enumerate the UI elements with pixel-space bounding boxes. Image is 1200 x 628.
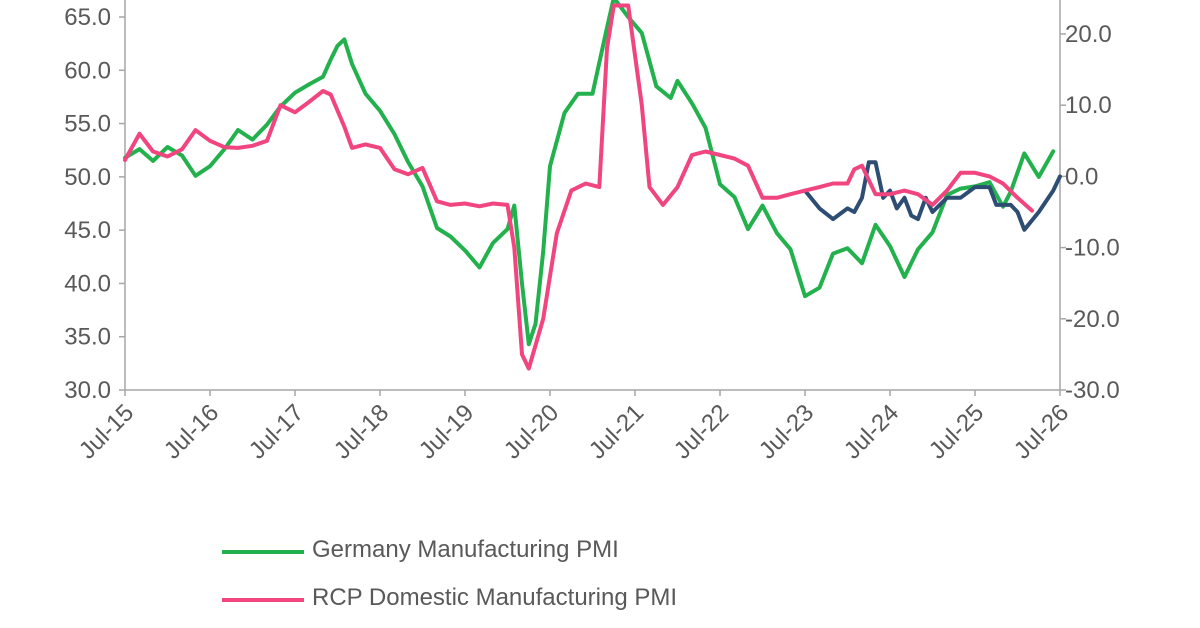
x-tick-label: Jul-24 (839, 399, 904, 464)
right-tick-label: 0.0 (1065, 163, 1098, 190)
x-tick-label: Jul-15 (74, 399, 139, 464)
x-tick-label: Jul-22 (669, 399, 734, 464)
left-tick-label: 50.0 (64, 164, 111, 191)
x-tick-label: Jul-25 (924, 399, 989, 464)
left-tick-label: 30.0 (64, 377, 111, 404)
legend-swatch-rcp (222, 598, 304, 602)
left-tick-label: 35.0 (64, 324, 111, 351)
legend-label-rcp: RCP Domestic Manufacturing PMI (312, 584, 678, 611)
x-tick-label: Jul-21 (584, 399, 649, 464)
series-layer (123, 0, 1062, 371)
x-tick-label: Jul-18 (329, 399, 394, 464)
legend-swatch-germany (222, 550, 304, 554)
right-tick-label: -10.0 (1065, 235, 1120, 262)
series-line-rcp (123, 3, 1034, 371)
x-tick-label: Jul-16 (159, 399, 224, 464)
left-tick-label: 40.0 (64, 270, 111, 297)
right-tick-label: -30.0 (1065, 377, 1120, 404)
x-tick-label: Jul-23 (754, 399, 819, 464)
x-tick-label: Jul-19 (414, 399, 479, 464)
right-tick-label: -20.0 (1065, 306, 1120, 333)
left-tick-label: 45.0 (64, 217, 111, 244)
left-tick-label: 65.0 (64, 4, 111, 31)
legend-label-germany: Germany Manufacturing PMI (312, 536, 619, 563)
right-tick-label: 10.0 (1065, 92, 1112, 119)
axes (119, 0, 1066, 396)
right-tick-label: 20.0 (1065, 21, 1112, 48)
tick-labels: 30.0 35.0 40.0 45.0 50.0 55.0 60.0 65.0 -30.0 -20… (64, 4, 1119, 464)
x-tick-label: Jul-17 (244, 399, 309, 464)
series-line-third (803, 160, 1062, 232)
left-tick-label: 55.0 (64, 111, 111, 138)
series-line-germany (123, 0, 1056, 347)
left-tick-label: 60.0 (64, 57, 111, 84)
pmi-line-chart: 30.0 35.0 40.0 45.0 50.0 55.0 60.0 65.0 -30.0 -20… (64, 0, 1120, 464)
x-tick-label: Jul-20 (499, 399, 564, 464)
x-tick-label: Jul-26 (1009, 399, 1074, 464)
